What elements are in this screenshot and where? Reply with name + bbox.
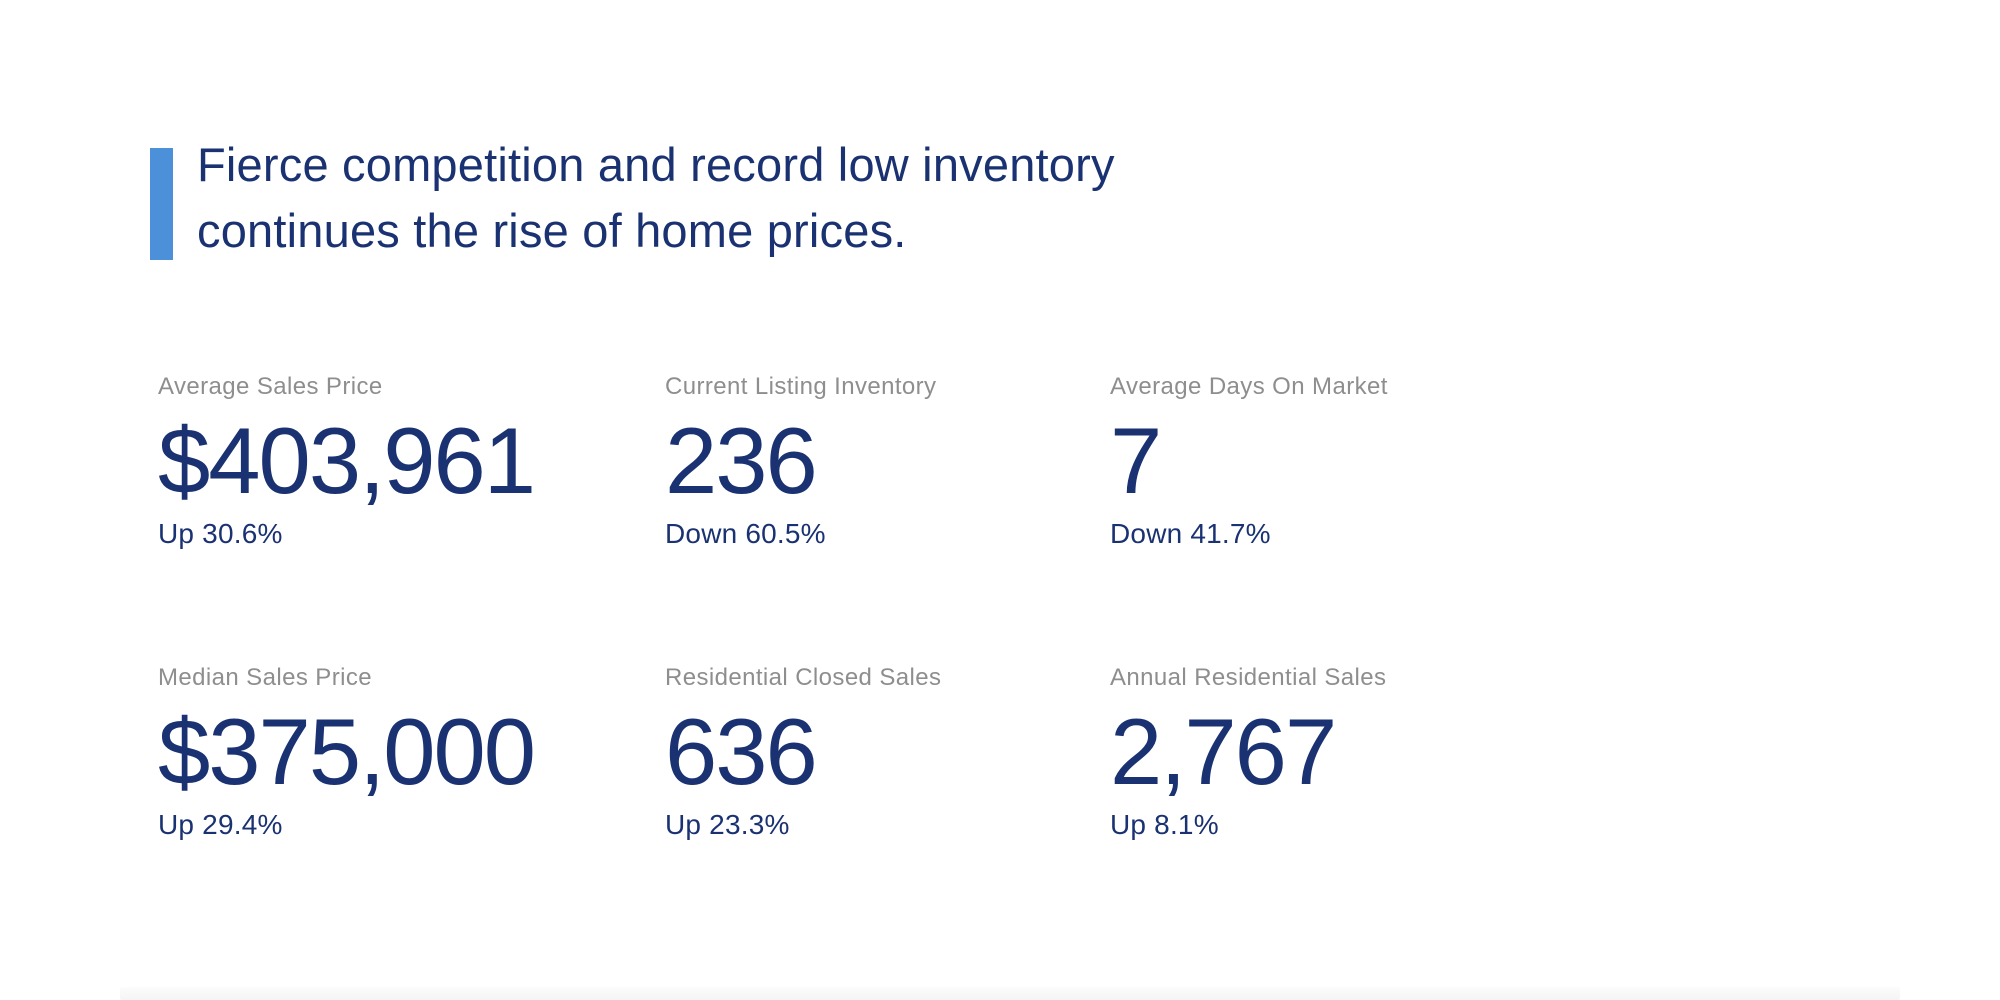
stat-value: $375,000: [158, 699, 536, 804]
stat-card-average-sales-price: Average Sales Price $403,961 Up 30.6%: [158, 372, 665, 552]
accent-bar: [150, 148, 173, 260]
stat-change: Up 29.4%: [158, 809, 283, 840]
stat-label: Average Days On Market: [1110, 373, 1388, 400]
headline-block: Fierce competition and record low invent…: [150, 138, 1115, 264]
headline-line-1: Fierce competition and record low invent…: [197, 138, 1115, 191]
stat-card-current-listing-inventory: Current Listing Inventory 236 Down 60.5%: [665, 372, 1110, 552]
stat-label: Average Sales Price: [158, 373, 383, 400]
headline: Fierce competition and record low invent…: [197, 132, 1115, 264]
stat-value: 7: [1110, 408, 1162, 513]
stats-grid: Average Sales Price $403,961 Up 30.6% Cu…: [158, 372, 1630, 843]
stat-card-residential-closed-sales: Residential Closed Sales 636 Up 23.3%: [665, 663, 1110, 843]
stat-value: 636: [665, 699, 818, 804]
stat-card-median-sales-price: Median Sales Price $375,000 Up 29.4%: [158, 663, 665, 843]
stat-change: Down 60.5%: [665, 518, 826, 549]
stat-value: 2,767: [1110, 699, 1337, 804]
stat-change: Up 30.6%: [158, 518, 283, 549]
stat-change: Up 8.1%: [1110, 809, 1219, 840]
stat-card-average-days-on-market: Average Days On Market 7 Down 41.7%: [1110, 372, 1630, 552]
stat-label: Residential Closed Sales: [665, 664, 942, 691]
stat-label: Annual Residential Sales: [1110, 664, 1387, 691]
stat-label: Current Listing Inventory: [665, 373, 937, 400]
stat-value: $403,961: [158, 408, 536, 513]
stat-change: Down 41.7%: [1110, 518, 1271, 549]
cutoff-content-edge: [120, 987, 1900, 1000]
stat-value: 236: [665, 408, 818, 513]
stat-change: Up 23.3%: [665, 809, 790, 840]
stat-label: Median Sales Price: [158, 664, 372, 691]
headline-line-2: continues the rise of home prices.: [197, 204, 907, 257]
stat-card-annual-residential-sales: Annual Residential Sales 2,767 Up 8.1%: [1110, 663, 1630, 843]
